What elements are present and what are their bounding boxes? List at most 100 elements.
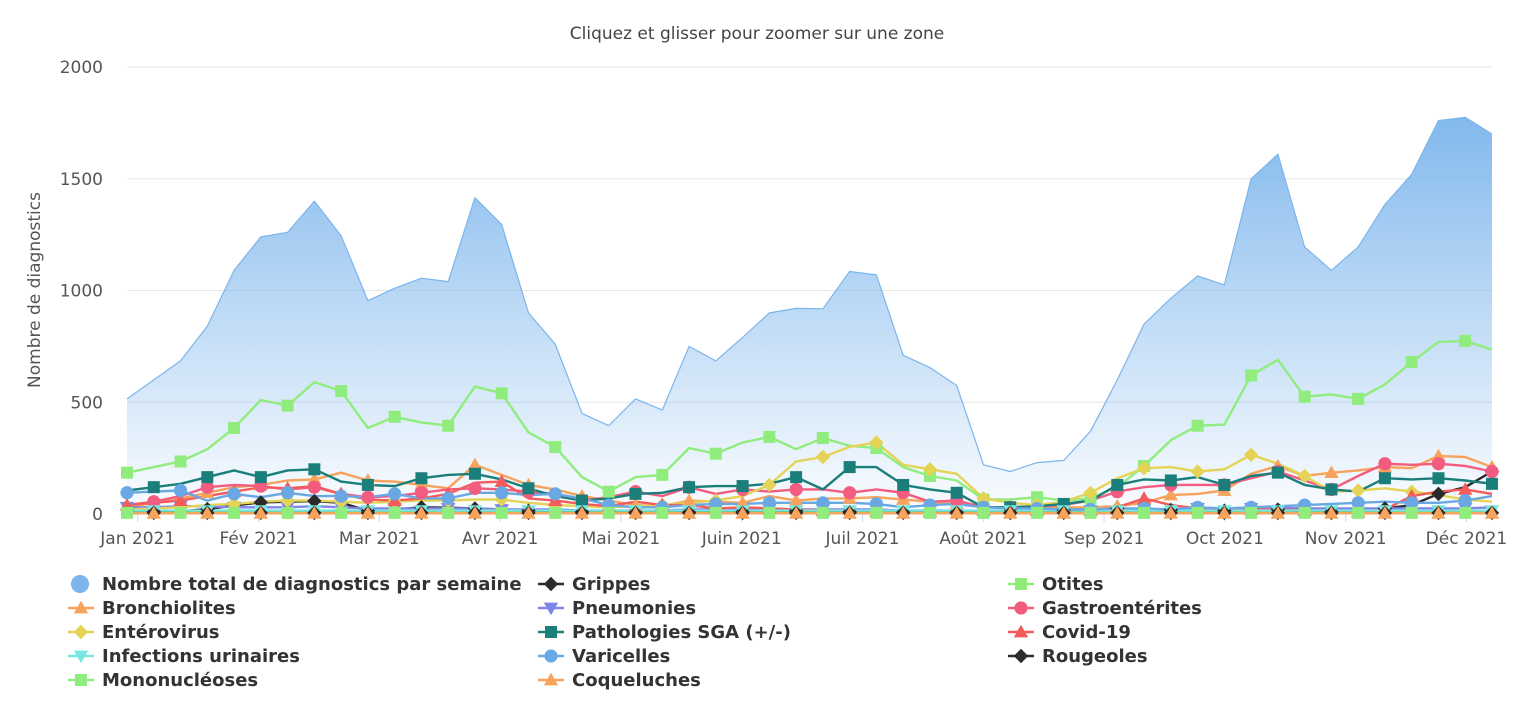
data-point-12[interactable]	[816, 506, 829, 519]
data-point-7[interactable]	[950, 486, 963, 499]
data-point-13[interactable]	[253, 506, 269, 519]
data-point-7[interactable]	[736, 480, 749, 493]
data-point-13[interactable]	[146, 506, 161, 519]
data-point-12[interactable]	[1191, 506, 1204, 519]
data-point-7[interactable]	[415, 472, 428, 485]
legend-item[interactable]: Coqueluches	[536, 668, 701, 692]
data-point-12[interactable]	[1031, 506, 1043, 519]
data-point-10[interactable]	[388, 487, 402, 501]
data-point-8[interactable]	[1458, 482, 1473, 495]
data-point-12[interactable]	[442, 506, 455, 519]
data-point-13[interactable]	[307, 506, 322, 519]
data-point-10[interactable]	[1351, 496, 1365, 510]
data-point-3[interactable]	[307, 472, 322, 485]
data-point-5[interactable]	[414, 486, 429, 500]
data-point-2[interactable]	[656, 468, 669, 481]
data-point-12[interactable]	[121, 506, 133, 519]
data-point-2[interactable]	[281, 399, 294, 412]
data-point-6[interactable]	[869, 435, 884, 450]
data-point-13[interactable]	[628, 506, 643, 519]
data-point-2[interactable]	[709, 447, 722, 460]
data-point-12[interactable]	[228, 506, 241, 519]
data-point-7[interactable]	[468, 467, 481, 480]
data-point-7[interactable]	[629, 487, 642, 500]
data-point-10[interactable]	[816, 496, 830, 510]
data-point-8[interactable]	[1136, 491, 1152, 504]
data-point-10[interactable]	[120, 486, 134, 500]
data-point-10[interactable]	[495, 486, 509, 500]
data-point-2[interactable]	[121, 466, 133, 479]
data-point-12[interactable]	[281, 506, 294, 519]
data-point-6[interactable]	[1190, 464, 1205, 479]
data-point-7[interactable]	[1432, 472, 1445, 485]
data-point-13[interactable]	[1431, 506, 1446, 519]
data-point-5[interactable]	[1485, 464, 1499, 479]
data-point-2[interactable]	[763, 430, 776, 443]
series-6-line[interactable]	[126, 441, 1493, 511]
data-point-2[interactable]	[602, 485, 615, 498]
data-point-5[interactable]	[1431, 457, 1446, 471]
series-7-line[interactable]	[126, 465, 1493, 509]
data-point-7[interactable]	[522, 482, 535, 495]
data-point-12[interactable]	[388, 506, 401, 519]
data-point-7[interactable]	[1164, 474, 1177, 487]
data-point-10[interactable]	[548, 487, 562, 501]
data-point-12[interactable]	[709, 506, 722, 519]
data-point-6[interactable]	[922, 462, 938, 477]
legend-item[interactable]: Nombre total de diagnostics par semaine	[66, 572, 522, 596]
data-point-7[interactable]	[254, 471, 267, 484]
data-point-2[interactable]	[549, 440, 562, 453]
data-point-2[interactable]	[816, 432, 829, 445]
data-point-6[interactable]	[1083, 485, 1098, 500]
legend-item[interactable]: Pneumonies	[536, 596, 696, 620]
data-point-2[interactable]	[1298, 390, 1311, 403]
data-point-6[interactable]	[1243, 447, 1259, 462]
data-point-7[interactable]	[201, 471, 214, 484]
data-point-3[interactable]	[467, 457, 483, 471]
data-point-7[interactable]	[683, 481, 696, 494]
data-point-13[interactable]	[1056, 506, 1071, 519]
data-point-7[interactable]	[1271, 466, 1284, 479]
data-point-12[interactable]	[1459, 506, 1472, 519]
data-point-8[interactable]	[173, 493, 188, 506]
data-point-2[interactable]	[1459, 334, 1472, 347]
data-point-7[interactable]	[1325, 483, 1338, 496]
legend-item[interactable]: Mononucléoses	[66, 668, 258, 692]
series-0-line[interactable]	[126, 116, 1493, 473]
legend-item[interactable]: Varicelles	[536, 644, 670, 668]
data-point-5[interactable]	[789, 482, 803, 497]
legend-item[interactable]: Pathologies SGA (+/-)	[536, 620, 791, 644]
series-2-line[interactable]	[126, 339, 1493, 502]
data-point-12[interactable]	[1138, 506, 1151, 519]
data-point-5[interactable]	[307, 480, 321, 494]
data-point-10[interactable]	[1405, 496, 1419, 510]
data-point-7[interactable]	[1218, 478, 1231, 491]
data-point-2[interactable]	[1191, 419, 1204, 432]
data-point-7[interactable]	[897, 478, 910, 491]
data-point-6[interactable]	[762, 477, 777, 493]
data-point-2[interactable]	[1352, 392, 1365, 405]
data-point-13[interactable]	[574, 506, 590, 519]
data-point-7[interactable]	[843, 461, 856, 474]
data-point-13[interactable]	[1217, 506, 1232, 519]
plot-area[interactable]: 0 500 1000 1500 2000 Jan 2021 Fév 2021 Mar 2021…	[0, 0, 1514, 560]
data-point-8[interactable]	[494, 474, 509, 487]
data-point-6[interactable]	[815, 449, 831, 465]
data-point-13[interactable]	[1377, 506, 1393, 519]
data-point-12[interactable]	[602, 506, 615, 519]
data-point-6[interactable]	[1350, 483, 1366, 498]
data-point-13[interactable]	[681, 506, 697, 519]
data-point-12[interactable]	[174, 506, 187, 519]
data-point-13[interactable]	[200, 506, 215, 519]
data-point-13[interactable]	[1324, 506, 1339, 519]
data-point-13[interactable]	[842, 506, 857, 519]
data-point-7[interactable]	[147, 481, 160, 494]
data-point-2[interactable]	[228, 421, 241, 434]
series-3-line[interactable]	[126, 454, 1493, 509]
data-point-7[interactable]	[576, 494, 588, 507]
data-point-3[interactable]	[735, 495, 750, 509]
legend-item[interactable]: Grippes	[536, 572, 651, 596]
data-point-13[interactable]	[1270, 506, 1286, 519]
data-point-10[interactable]	[280, 486, 295, 500]
